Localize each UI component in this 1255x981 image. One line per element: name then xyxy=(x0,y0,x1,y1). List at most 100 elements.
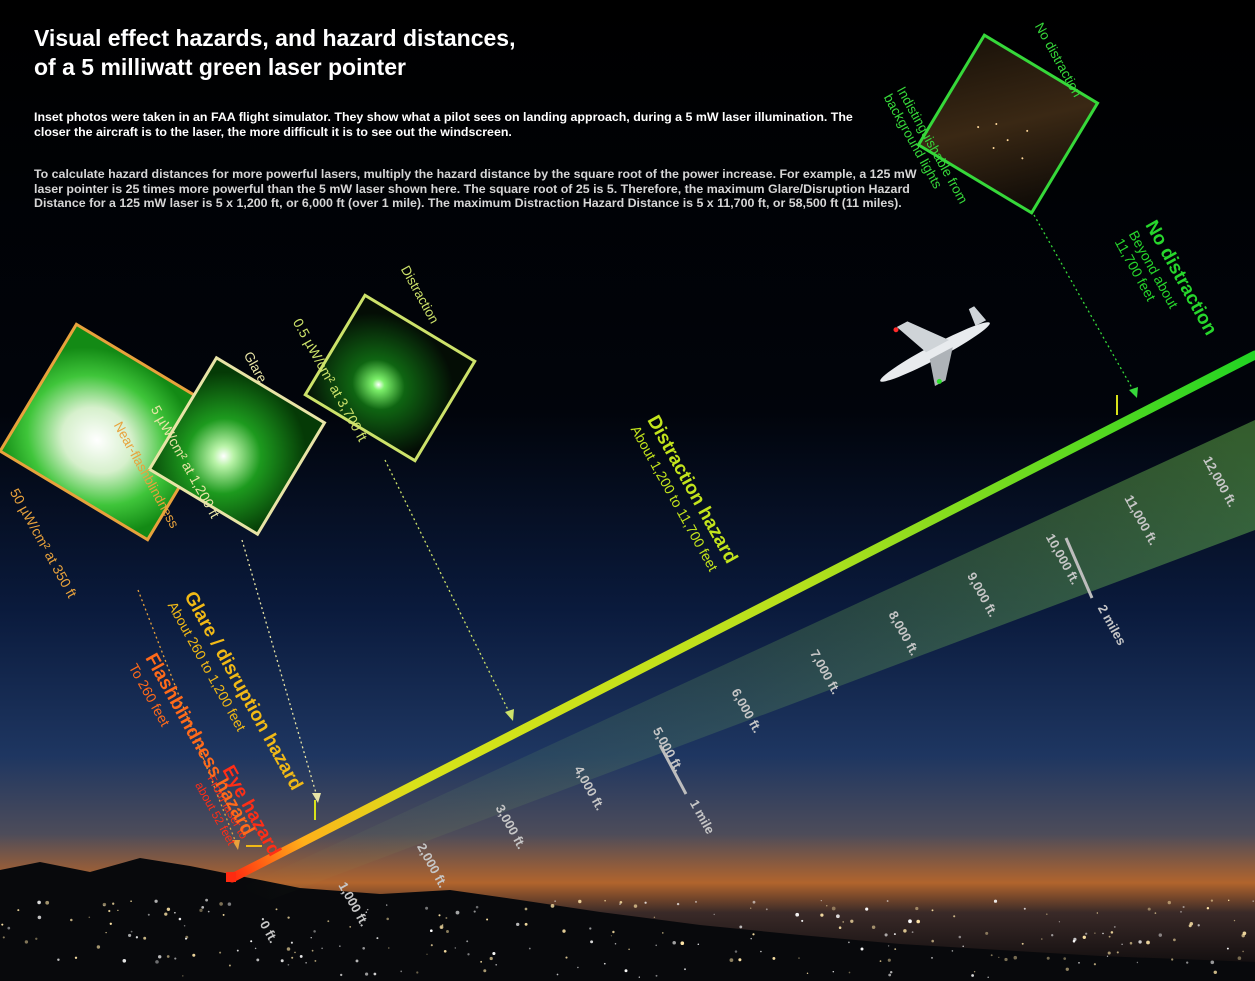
city-light xyxy=(528,947,531,950)
city-light xyxy=(1021,942,1024,945)
intro-paragraph: Inset photos were taken in an FAA flight… xyxy=(34,110,853,139)
city-light xyxy=(227,902,232,906)
city-light xyxy=(109,922,112,925)
city-light xyxy=(577,966,579,969)
city-light xyxy=(290,941,293,944)
city-light xyxy=(219,951,222,954)
city-light xyxy=(850,919,854,923)
city-light xyxy=(339,945,341,947)
city-light xyxy=(562,929,566,933)
laser-glow xyxy=(240,420,1255,900)
city-light xyxy=(1213,970,1218,975)
city-light xyxy=(516,922,520,927)
city-light xyxy=(554,900,556,902)
city-light xyxy=(734,950,738,953)
city-light xyxy=(820,913,824,917)
city-light xyxy=(653,916,656,919)
city-light xyxy=(1158,933,1163,937)
leader-arrow-glare xyxy=(241,539,319,801)
city-light xyxy=(254,947,257,950)
city-light xyxy=(1171,958,1174,961)
city-light xyxy=(108,909,111,913)
city-light xyxy=(1045,913,1048,916)
city-light xyxy=(1072,939,1076,943)
arrowhead-flash xyxy=(232,840,240,850)
city-light xyxy=(1116,951,1119,954)
city-light xyxy=(57,958,60,962)
calculation-paragraph: To calculate hazard distances for more p… xyxy=(34,167,917,210)
city-light xyxy=(294,951,296,954)
city-light xyxy=(638,976,640,978)
city-light xyxy=(1078,962,1080,964)
city-light xyxy=(1004,957,1008,962)
city-light xyxy=(1136,961,1139,964)
city-light xyxy=(495,963,498,966)
city-light xyxy=(603,962,606,965)
city-light xyxy=(96,945,101,949)
city-light xyxy=(578,899,582,904)
city-light xyxy=(1138,940,1142,944)
city-light xyxy=(287,963,290,966)
city-light xyxy=(672,941,676,945)
city-light xyxy=(236,949,239,952)
city-light xyxy=(207,910,210,913)
city-light xyxy=(275,908,278,911)
city-light xyxy=(492,951,496,956)
city-light xyxy=(1252,900,1254,902)
city-light xyxy=(662,932,664,934)
laser-source xyxy=(226,872,236,882)
city-light xyxy=(340,973,343,977)
city-light xyxy=(438,914,441,917)
city-light xyxy=(446,930,449,933)
city-light xyxy=(466,940,469,943)
city-light xyxy=(128,933,132,937)
city-light xyxy=(628,948,630,951)
city-light xyxy=(1197,924,1200,927)
city-light xyxy=(750,937,752,940)
city-light xyxy=(219,902,223,906)
city-light xyxy=(280,959,284,963)
city-light xyxy=(174,957,177,960)
city-light xyxy=(524,922,528,926)
city-light xyxy=(1182,905,1185,909)
city-light xyxy=(565,956,568,959)
city-light xyxy=(489,956,493,961)
city-light xyxy=(439,925,444,929)
airplane-icon xyxy=(880,306,990,386)
laser-beam xyxy=(227,350,1255,883)
inset-no-distraction xyxy=(916,33,1100,215)
city-light xyxy=(1210,899,1214,902)
city-light xyxy=(619,903,621,906)
city-light xyxy=(17,909,20,912)
arrowhead-distraction xyxy=(505,709,514,721)
city-light xyxy=(1063,957,1067,960)
city-light xyxy=(1051,934,1054,937)
city-light xyxy=(45,900,50,905)
city-light xyxy=(888,973,892,977)
city-light xyxy=(475,905,479,909)
city-light xyxy=(894,948,897,951)
page-title: Visual effect hazards, and hazard distan… xyxy=(34,24,515,82)
city-light xyxy=(74,956,78,959)
city-light xyxy=(35,937,38,940)
city-light xyxy=(1242,950,1244,953)
city-light xyxy=(739,925,743,929)
city-light xyxy=(122,959,127,963)
city-light xyxy=(971,974,974,977)
city-light xyxy=(1147,907,1151,911)
city-light xyxy=(604,899,606,902)
city-light xyxy=(713,913,715,916)
city-light xyxy=(143,936,147,940)
city-light xyxy=(1233,919,1236,922)
city-light xyxy=(174,911,176,914)
city-light xyxy=(886,900,889,902)
city-light xyxy=(1226,947,1229,950)
city-light xyxy=(973,970,976,973)
city-light xyxy=(183,924,186,927)
city-light xyxy=(429,929,433,933)
city-light xyxy=(990,954,993,957)
city-light xyxy=(619,900,623,904)
city-light xyxy=(1096,912,1098,914)
city-light xyxy=(889,970,893,974)
city-light xyxy=(1046,956,1050,960)
